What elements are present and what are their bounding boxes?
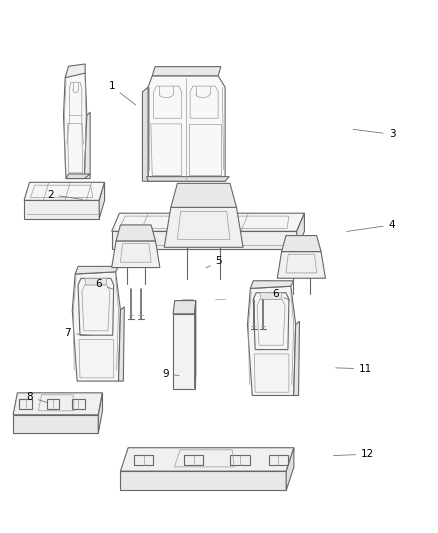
Polygon shape (119, 307, 124, 381)
Polygon shape (85, 278, 107, 285)
Polygon shape (120, 471, 286, 490)
Text: 7: 7 (64, 328, 92, 338)
Polygon shape (64, 70, 87, 179)
Polygon shape (142, 87, 148, 181)
Polygon shape (171, 183, 237, 207)
Text: 12: 12 (333, 449, 374, 459)
Text: 2: 2 (47, 190, 83, 199)
Polygon shape (98, 393, 102, 433)
Polygon shape (72, 272, 120, 381)
Text: 1: 1 (108, 82, 136, 105)
Text: 5: 5 (206, 256, 223, 268)
Polygon shape (99, 182, 105, 219)
Polygon shape (282, 236, 321, 252)
Polygon shape (277, 252, 325, 278)
Polygon shape (84, 112, 90, 179)
Text: 4: 4 (346, 220, 396, 231)
Polygon shape (194, 301, 196, 389)
Polygon shape (13, 415, 98, 433)
Text: 6: 6 (95, 279, 113, 289)
Polygon shape (112, 213, 304, 231)
Polygon shape (120, 448, 294, 471)
Polygon shape (164, 207, 243, 247)
Polygon shape (66, 174, 90, 179)
Text: 11: 11 (336, 364, 372, 374)
Text: 6: 6 (272, 289, 290, 300)
Polygon shape (260, 293, 282, 300)
Text: 8: 8 (26, 392, 48, 402)
Polygon shape (173, 301, 196, 314)
Polygon shape (152, 67, 221, 76)
Polygon shape (24, 182, 105, 200)
Polygon shape (247, 286, 296, 395)
Polygon shape (173, 314, 194, 389)
Polygon shape (112, 231, 297, 249)
Polygon shape (148, 76, 225, 181)
Text: 9: 9 (162, 369, 179, 379)
Polygon shape (116, 225, 155, 241)
Polygon shape (297, 213, 304, 249)
Polygon shape (75, 266, 119, 274)
Polygon shape (13, 393, 102, 415)
Polygon shape (24, 200, 99, 219)
Polygon shape (294, 321, 300, 395)
Polygon shape (251, 281, 294, 288)
Text: 3: 3 (353, 130, 396, 139)
Polygon shape (112, 241, 160, 268)
Polygon shape (286, 448, 294, 490)
Polygon shape (147, 176, 230, 181)
Polygon shape (65, 64, 85, 78)
